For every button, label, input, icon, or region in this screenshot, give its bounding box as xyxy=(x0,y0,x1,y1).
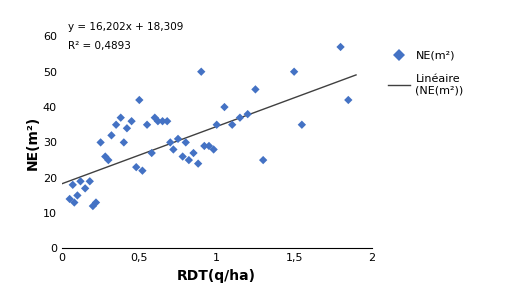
Point xyxy=(69,182,77,187)
Point xyxy=(151,115,159,120)
Point xyxy=(336,45,345,49)
Point xyxy=(120,140,128,145)
Point xyxy=(70,200,78,205)
Point xyxy=(117,115,125,120)
Point xyxy=(344,98,352,102)
Point xyxy=(127,119,136,124)
Legend: NE(m²), Linéaire
(NE(m²)): NE(m²), Linéaire (NE(m²)) xyxy=(383,46,468,100)
Point xyxy=(189,151,198,155)
Point xyxy=(135,98,143,102)
Point xyxy=(169,147,178,152)
Point xyxy=(220,105,229,109)
Point xyxy=(123,126,131,131)
Point xyxy=(92,200,100,205)
Point xyxy=(298,122,306,127)
Point xyxy=(148,151,156,155)
Point xyxy=(66,197,74,201)
Point xyxy=(228,122,236,127)
Y-axis label: NE(m²): NE(m²) xyxy=(26,115,40,170)
Point xyxy=(179,154,187,159)
Point xyxy=(290,69,298,74)
Point xyxy=(259,158,267,162)
Point xyxy=(154,119,162,124)
Point xyxy=(236,115,244,120)
Point xyxy=(73,193,82,198)
Point xyxy=(96,140,105,145)
Point xyxy=(76,179,85,184)
Point xyxy=(138,168,147,173)
Point xyxy=(174,136,182,141)
Point xyxy=(166,140,174,145)
Point xyxy=(132,165,140,170)
Point xyxy=(104,158,112,162)
Point xyxy=(185,158,193,162)
Point xyxy=(194,161,202,166)
Point xyxy=(163,119,171,124)
Point xyxy=(158,119,167,124)
Text: R² = 0,4893: R² = 0,4893 xyxy=(68,41,131,51)
Point xyxy=(244,112,252,117)
Point xyxy=(112,122,120,127)
Point xyxy=(197,69,205,74)
Point xyxy=(251,87,260,92)
Point xyxy=(213,122,221,127)
Text: y = 16,202x + 18,309: y = 16,202x + 18,309 xyxy=(68,22,184,32)
Point xyxy=(205,144,213,148)
Point xyxy=(209,147,218,152)
Point xyxy=(86,179,94,184)
Point xyxy=(89,204,97,208)
Point xyxy=(182,140,190,145)
X-axis label: RDT(q/ha): RDT(q/ha) xyxy=(177,269,256,283)
Point xyxy=(101,154,109,159)
Point xyxy=(107,133,116,138)
Point xyxy=(81,186,89,191)
Point xyxy=(143,122,151,127)
Point xyxy=(200,144,208,148)
